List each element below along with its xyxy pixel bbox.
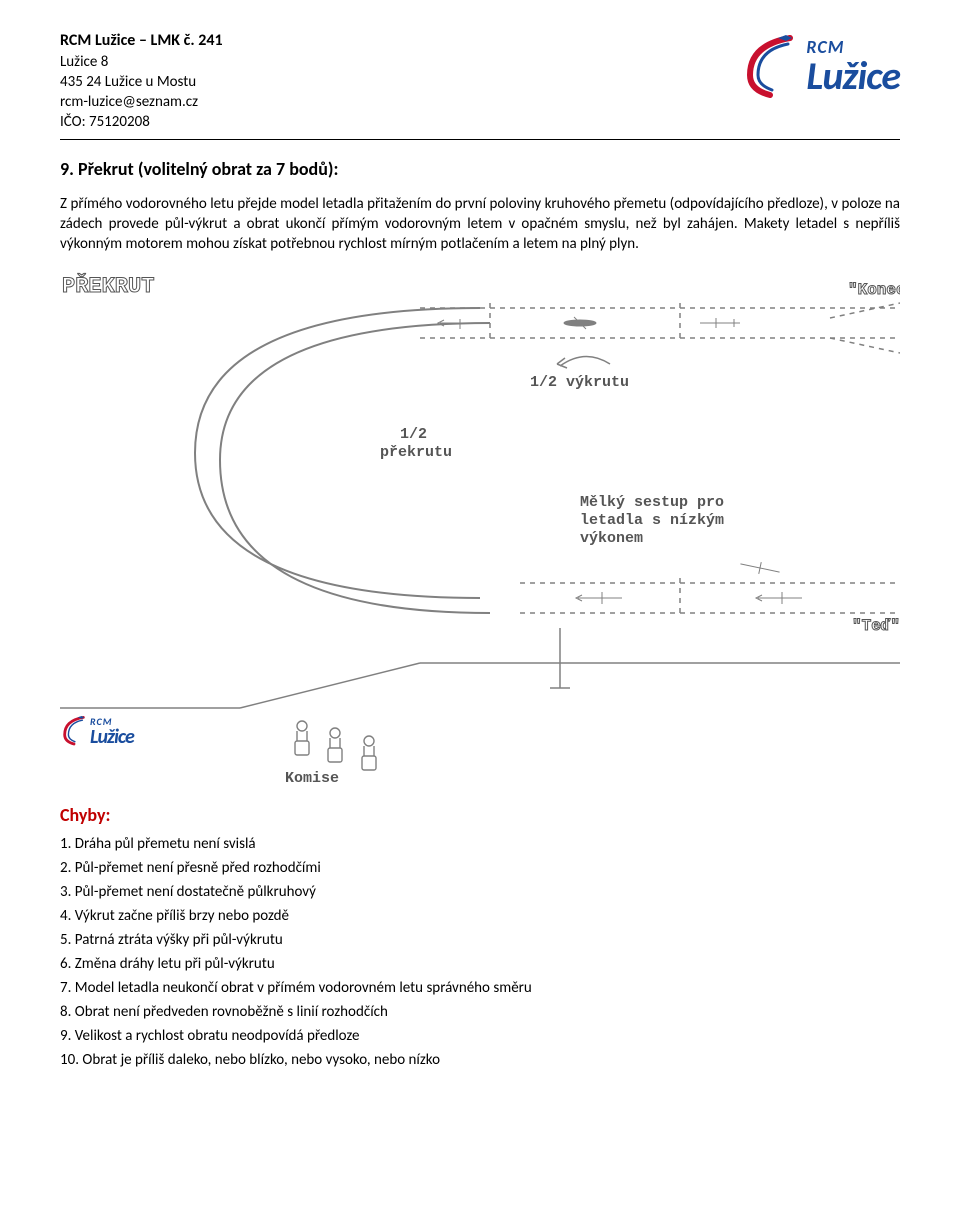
error-item: 7. Model letadla neukončí obrat v přímém… [60, 976, 900, 1000]
address-line-2: 435 24 Lužice u Mostu [60, 72, 223, 92]
logo-text-bottom: Lužice [806, 58, 900, 94]
section-body: Z přímého vodorovného letu přejde model … [60, 194, 900, 255]
logo-swoosh-icon [740, 30, 800, 100]
diagram-start-label: "Teď" [852, 617, 900, 635]
ico-line: IČO: 75120208 [60, 112, 223, 132]
diagram-judges-label: Komise [285, 770, 339, 787]
org-title: RCM Lužice – LMK č. 241 [60, 30, 223, 52]
address-line-1: Lužice 8 [60, 52, 223, 72]
error-item: 10. Obrat je příliš daleko, nebo blízko,… [60, 1048, 900, 1072]
error-item: 6. Změna dráhy letu při půl-výkrutu [60, 952, 900, 976]
diagram-mini-logo: RCM Lužice [60, 713, 134, 747]
diagram-title: PŘEKRUT [62, 273, 154, 299]
errors-list: 1. Dráha půl přemetu není svislá 2. Půl-… [60, 832, 900, 1072]
error-item: 1. Dráha půl přemetu není svislá [60, 832, 900, 856]
diagram-descent-1: Mělký sestup pro [580, 494, 724, 511]
diagram-descent-3: výkonem [580, 530, 643, 547]
header-address-block: RCM Lužice – LMK č. 241 Lužice 8 435 24 … [60, 30, 223, 133]
logo: RCM Lužice [740, 30, 900, 100]
maneuver-diagram: PŘEKRUT [60, 268, 900, 788]
diagram-descent-2: letadla s nízkým [580, 512, 724, 529]
error-item: 8. Obrat není předveden rovnoběžně s lin… [60, 1000, 900, 1024]
diagram-end-label: "Konec" [848, 281, 900, 299]
diagram-half-loop-1: 1/2 [400, 426, 427, 443]
diagram-half-roll-label: 1/2 výkrutu [530, 374, 629, 391]
error-item: 5. Patrná ztráta výšky při půl-výkrutu [60, 928, 900, 952]
diagram-half-loop-2: překrutu [380, 444, 452, 461]
email-line: rcm-luzice@seznam.cz [60, 92, 223, 112]
error-item: 2. Půl-přemet není přesně před rozhodčím… [60, 856, 900, 880]
error-item: 3. Půl-přemet není dostatečně půlkruhový [60, 880, 900, 904]
section-title: 9. Překrut (volitelný obrat za 7 bodů): [60, 158, 900, 180]
error-item: 4. Výkrut začne příliš brzy nebo pozdě [60, 904, 900, 928]
page-header: RCM Lužice – LMK č. 241 Lužice 8 435 24 … [60, 30, 900, 140]
error-item: 9. Velikost a rychlost obratu neodpovídá… [60, 1024, 900, 1048]
errors-heading: Chyby: [60, 804, 900, 826]
